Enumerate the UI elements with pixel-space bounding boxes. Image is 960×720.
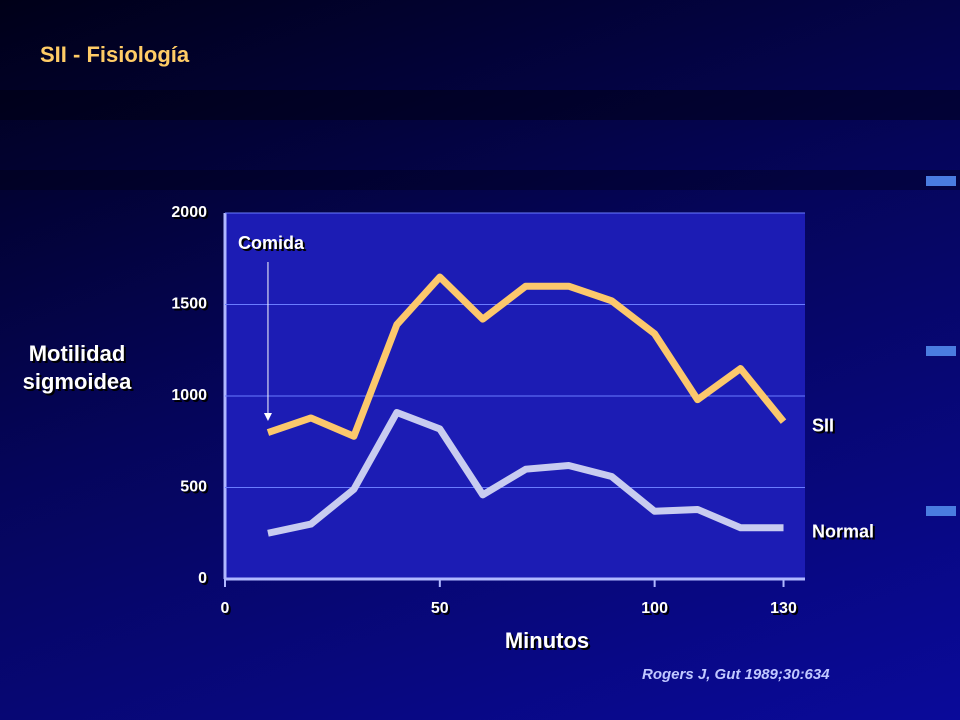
x-tick-label: 100 — [641, 600, 668, 617]
series-line — [266, 273, 787, 440]
x-tick-label: 50 — [431, 600, 449, 617]
decor-band — [0, 170, 960, 190]
decor-tab — [926, 176, 956, 186]
annotation-arrowhead — [263, 413, 272, 421]
annotation: Comida — [238, 233, 305, 253]
decor-tab — [926, 346, 956, 356]
series-label: Normal — [812, 522, 874, 542]
citation: Rogers J, Gut 1989;30:634 — [642, 666, 830, 683]
slide-title: SII - Fisiología — [40, 42, 190, 67]
decor-band — [0, 90, 960, 120]
x-axis-label: Minutos — [505, 628, 589, 653]
y-tick-label: 500 — [180, 479, 207, 496]
y-tick-label: 1500 — [171, 296, 207, 313]
y-axis-label: Motilidad sigmoidea — [22, 341, 132, 394]
x-tick-label: 0 — [221, 600, 230, 617]
y-tick-label: 0 — [198, 570, 207, 587]
x-tick-label: 130 — [770, 600, 797, 617]
decor-tab — [926, 506, 956, 516]
series-line — [267, 408, 784, 537]
y-tick-label: 2000 — [171, 204, 207, 221]
series-label: SII — [812, 415, 834, 435]
y-tick-label: 1000 — [171, 387, 207, 404]
